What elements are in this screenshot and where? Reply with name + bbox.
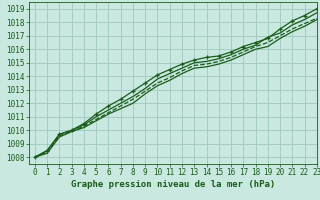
X-axis label: Graphe pression niveau de la mer (hPa): Graphe pression niveau de la mer (hPa) xyxy=(71,180,275,189)
